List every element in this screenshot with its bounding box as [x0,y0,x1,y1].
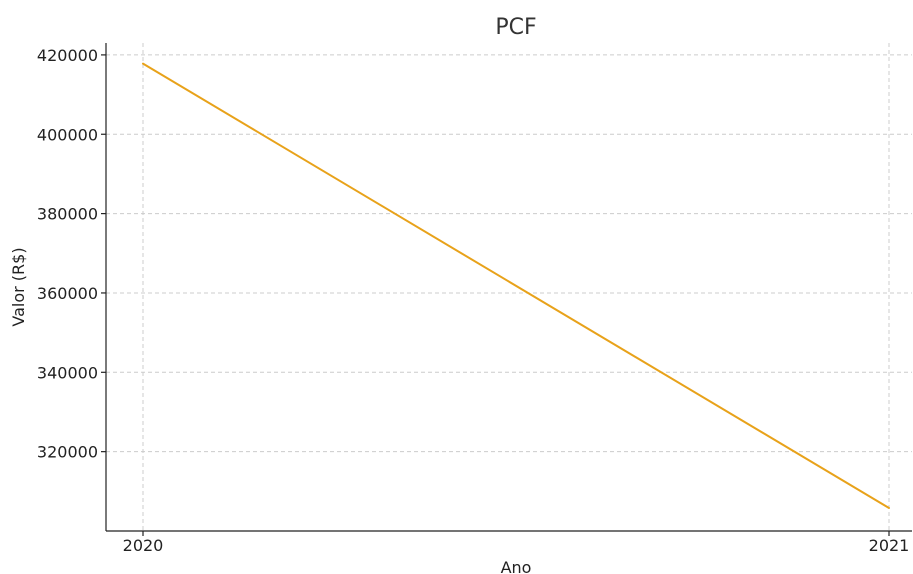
series-group [142,62,890,509]
y-tick-label: 320000 [37,443,98,462]
chart-title: PCF [495,15,536,40]
grid [106,43,912,531]
series-line [142,62,890,509]
x-ticks: 2020 2021 [123,531,910,555]
y-tick-label: 340000 [37,363,98,382]
x-tick-label: 2020 [123,536,164,555]
y-tick-label: 360000 [37,284,98,303]
x-tick-label: 2021 [869,536,910,555]
y-tick-label: 380000 [37,205,98,224]
y-tick-label: 400000 [37,125,98,144]
x-axis-label: Ano [501,558,532,574]
y-tick-label: 420000 [37,46,98,65]
y-axis-label: Valor (R$) [9,247,28,326]
axes [105,43,912,532]
y-ticks: 320000 340000 360000 380000 400000 420000 [37,46,106,462]
